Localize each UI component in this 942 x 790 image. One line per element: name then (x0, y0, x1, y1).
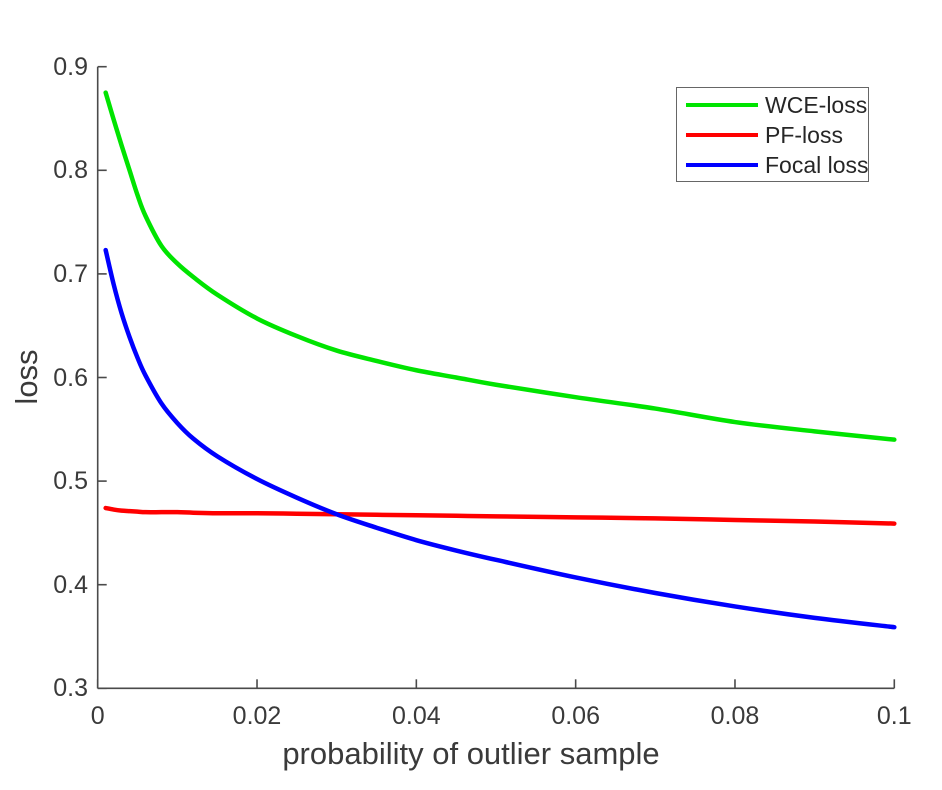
legend-item-focal-loss: Focal loss (677, 150, 869, 180)
x-tick-label: 0.06 (551, 702, 600, 730)
y-tick-label: 0.6 (53, 363, 88, 392)
pf-loss-curve (103, 505, 897, 526)
x-axis-label: probability of outlier sample (282, 736, 660, 771)
legend-label-pf-loss: PF-loss (765, 121, 843, 148)
x-tick-label: 0.1 (876, 702, 912, 730)
legend-item-wce-loss: WCE-loss (677, 90, 868, 120)
legend-label-wce-loss: WCE-loss (765, 91, 868, 118)
legend-label-focal-loss: Focal loss (765, 151, 869, 178)
y-tick-label: 0.7 (53, 259, 88, 288)
x-tick-label: 0.02 (232, 702, 282, 730)
legend: WCE-loss PF-loss Focal loss (676, 87, 869, 182)
y-tick-label: 0.9 (53, 52, 88, 81)
x-tick-label: 0 (90, 702, 105, 730)
wce-loss-curve (103, 90, 897, 442)
y-tick-label: 0.4 (53, 570, 88, 599)
legend-item-pf-loss: PF-loss (677, 120, 868, 150)
y-tick-label: 0.3 (53, 674, 88, 703)
x-tick-label: 0.08 (710, 702, 760, 730)
focal-loss-line-sample (686, 162, 758, 167)
wce-loss-line-sample (686, 102, 758, 107)
y-tick-label: 0.8 (53, 156, 88, 185)
y-tick-label: 0.5 (53, 467, 88, 496)
pf-loss-line-sample (686, 132, 758, 137)
focal-loss-curve (103, 247, 897, 630)
x-tick-label: 0.04 (391, 702, 441, 730)
y-axis-label: loss (9, 349, 44, 405)
